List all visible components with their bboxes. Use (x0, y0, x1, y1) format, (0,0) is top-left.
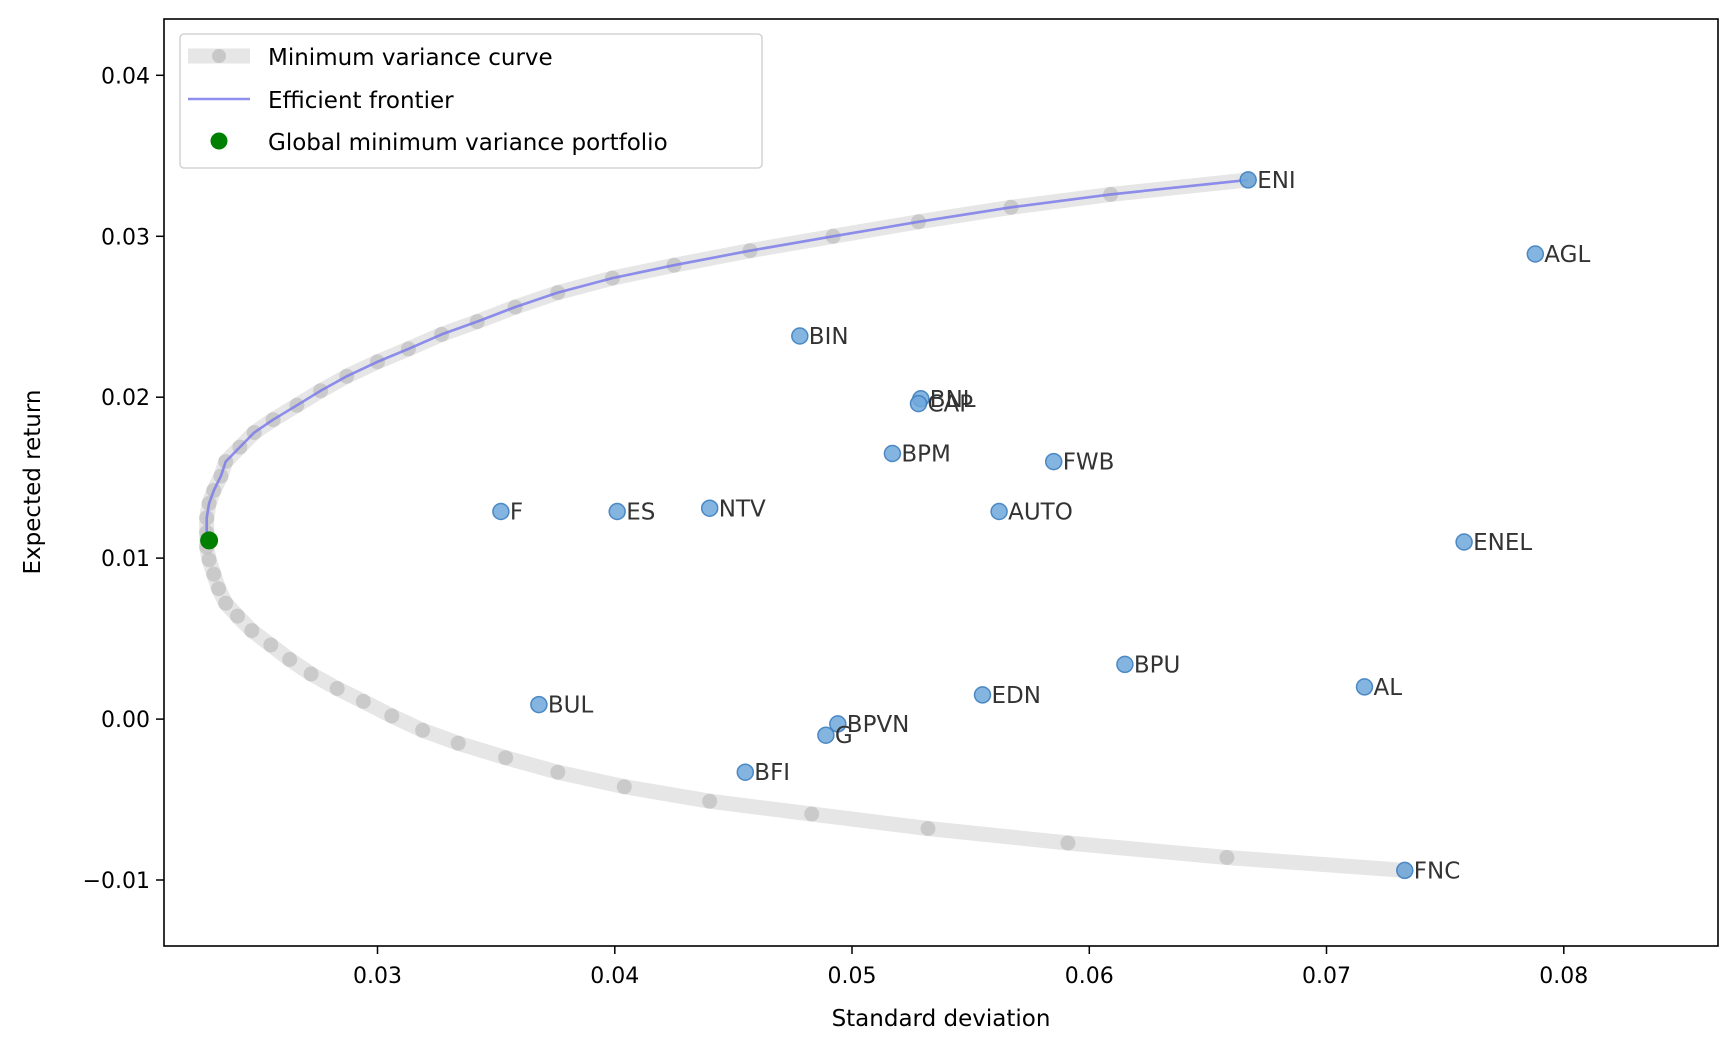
y-tick-label-4: 0.03 (101, 225, 150, 250)
asset-point-bpm (883, 444, 902, 463)
asset-label-bfi: BFI (754, 760, 790, 786)
legend-label-frontier: Efficient frontier (268, 88, 454, 114)
y-tick-label-5: 0.04 (101, 64, 150, 89)
curve-point-35 (303, 666, 319, 682)
asset-label-bnl: BNL (930, 387, 976, 413)
asset-label-f: F (510, 500, 523, 526)
asset-label-agl: AGL (1544, 242, 1590, 268)
asset-label-edn: EDN (992, 683, 1041, 709)
asset-point-edn (973, 686, 992, 704)
asset-point-bin (791, 327, 809, 345)
asset-point-f (492, 502, 510, 521)
asset-point-bfi (736, 763, 755, 781)
global-minimum-variance-marker (200, 531, 219, 550)
asset-label-bpvn: BPVN (847, 712, 910, 738)
asset-label-ntv: NTV (719, 496, 766, 522)
curve-point-47 (1060, 835, 1076, 851)
asset-label-bpu: BPU (1134, 652, 1180, 678)
legend-box (179, 33, 763, 169)
curve-point-39 (415, 722, 431, 738)
plot-frame (163, 18, 1719, 947)
curve-point-41 (498, 750, 514, 766)
asset-point-fnc (1396, 861, 1414, 880)
asset-label-bul: BUL (548, 693, 594, 719)
asset-point-auto (990, 502, 1008, 521)
curve-point-46 (920, 821, 936, 836)
x-axis-label: Standard deviation (832, 1006, 1051, 1032)
curve-point-29 (211, 581, 227, 597)
asset-point-ntv (700, 499, 719, 517)
asset-point-agl (1526, 245, 1545, 263)
curve-point-30 (218, 595, 234, 611)
asset-point-bpu (1116, 655, 1134, 674)
y-tick-label-3: 0.02 (101, 386, 150, 411)
asset-label-enel: ENEL (1473, 530, 1532, 556)
curve-point-45 (804, 806, 820, 822)
x-axis: 0.03 0.04 0.05 0.06 0.07 0.08 (353, 946, 1588, 989)
curve-point-31 (230, 608, 245, 624)
y-tick-label-2: 0.01 (101, 547, 150, 572)
curve-point-43 (616, 779, 632, 795)
curve-point-38 (384, 708, 400, 724)
asset-point-eni (1239, 171, 1257, 189)
x-tick-label-1: 0.04 (590, 964, 639, 989)
curve-point-42 (550, 764, 566, 780)
asset-label-fwb: FWB (1063, 450, 1115, 476)
curve-point-28 (206, 566, 222, 582)
x-tick-label-3: 0.06 (1065, 964, 1114, 989)
asset-point-g (817, 726, 835, 744)
asset-label-bin: BIN (809, 324, 849, 350)
asset-point-bul (530, 695, 548, 714)
asset-point-fwb (1044, 452, 1063, 471)
x-tick-label-2: 0.05 (828, 964, 877, 989)
y-axis-label: Expected return (20, 390, 46, 575)
curve-point-34 (282, 652, 298, 667)
legend: Minimum variance curve Efficient frontie… (179, 33, 763, 169)
x-tick-label-4: 0.07 (1302, 964, 1351, 989)
y-tick-label-1: 0.00 (101, 708, 150, 733)
asset-label-fnc: FNC (1414, 858, 1461, 884)
curve-point-33 (263, 637, 279, 653)
gmv-point (200, 531, 219, 550)
legend-gmv-marker (210, 132, 228, 150)
curve-point-44 (702, 793, 718, 809)
curve-point-40 (450, 735, 466, 751)
asset-label-eni: ENI (1257, 168, 1296, 194)
curve-point-27 (201, 552, 217, 568)
x-tick-label-5: 0.08 (1539, 964, 1588, 989)
y-tick-label-0: −0.01 (83, 869, 150, 894)
y-axis: −0.01 0.00 0.01 0.02 0.03 0.04 (83, 64, 164, 894)
asset-point-es (608, 502, 626, 521)
asset-label-bpm: BPM (901, 442, 951, 468)
legend-curve-point (212, 49, 226, 63)
asset-label-al: AL (1374, 675, 1403, 701)
asset-label-auto: AUTO (1008, 500, 1073, 526)
x-tick-label-0: 0.03 (353, 964, 402, 989)
efficient-frontier-line (205, 178, 1249, 533)
legend-label-curve: Minimum variance curve (268, 45, 553, 71)
curve-point-48 (1219, 850, 1235, 865)
asset-point-cap (909, 394, 928, 413)
asset-label-g: G (835, 723, 853, 749)
curve-point-37 (355, 693, 371, 709)
asset-label-es: ES (626, 500, 655, 526)
curve-point-36 (329, 681, 345, 696)
curve-point-32 (244, 623, 260, 639)
asset-point-enel (1455, 533, 1473, 551)
asset-label-cap: CAP (928, 392, 974, 418)
legend-label-gmv: Global minimum variance portfolio (268, 130, 668, 156)
asset-point-al (1355, 678, 1374, 696)
asset-point-bpvn (829, 715, 847, 733)
